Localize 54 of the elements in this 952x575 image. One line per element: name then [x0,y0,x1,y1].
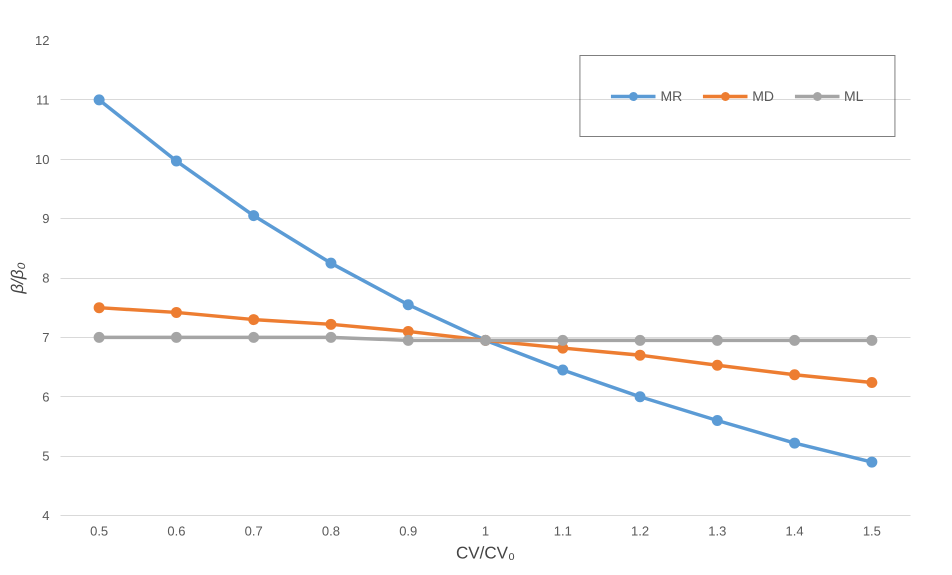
legend-label: MD [752,88,774,104]
y-tick-label: 10 [35,152,50,167]
x-axis-title: CV/CV₀ [456,544,516,562]
y-tick-label: 6 [42,389,50,404]
point [866,456,878,468]
point [248,332,260,343]
point [94,302,105,314]
legend-label: MR [660,88,682,104]
point [248,210,260,222]
point [402,299,414,310]
point [170,156,182,167]
point [325,318,336,330]
x-tick-label: 1.4 [786,524,804,538]
point [712,415,723,426]
point [789,438,800,449]
y-tick-label: 11 [36,92,50,108]
point [402,334,414,346]
y-tick-label: 9 [42,211,50,226]
point [789,334,800,346]
x-tick-label: 1.5 [862,524,881,538]
point [866,334,878,346]
x-tick-label: 1 [482,524,490,538]
y-tick-label: 12 [35,33,50,48]
point [866,377,878,388]
point [557,334,568,346]
y-tick-label: 8 [42,270,50,286]
point [789,369,800,380]
point [94,332,105,343]
point [170,332,182,343]
point [94,94,105,106]
point [557,364,568,376]
point [712,360,723,371]
point [325,332,336,343]
x-tick-label: 0.6 [167,524,186,538]
x-tick-label: 1.2 [631,524,650,538]
y-tick-label: 4 [42,508,50,523]
x-tick-label: 1.3 [708,524,726,538]
point [325,258,336,269]
x-tick-label: 0.7 [244,524,263,538]
point [634,334,646,346]
y-axis-title: β/β₀ [8,262,28,295]
x-tick-label: 0.8 [322,524,340,538]
x-tick-label: 0.5 [90,524,108,538]
y-tick-label: 5 [42,448,50,464]
y-tick-label: 7 [42,330,50,345]
x-tick-label: 1.1 [554,524,572,538]
point [170,306,182,318]
point [634,350,646,361]
point [248,314,260,326]
legend-label: ML [844,88,864,104]
point [634,391,646,402]
point [402,326,414,337]
point [712,334,723,346]
x-tick-label: 0.9 [399,524,418,538]
